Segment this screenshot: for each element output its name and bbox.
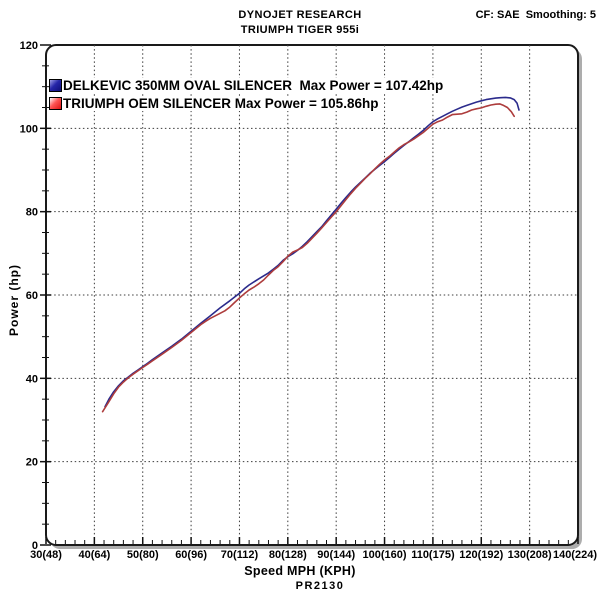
y-tick-label-60: 60 bbox=[26, 290, 38, 302]
x-tick-label-110: 110(175) bbox=[411, 549, 455, 561]
oem-curve bbox=[101, 103, 516, 413]
x-tick-label-70: 70(112) bbox=[221, 549, 259, 561]
chart-legend: DELKEVIC 350MM OVAL SILENCER Max Power =… bbox=[49, 78, 447, 114]
y-axis-title: Power (hp) bbox=[7, 264, 21, 336]
run-code: PR2130 bbox=[295, 580, 345, 592]
x-tick-label-30: 30(48) bbox=[30, 549, 62, 561]
x-tick-label-90: 90(144) bbox=[317, 549, 355, 561]
oem-legend-label: TRIUMPH OEM SILENCER Max Power = 105.86h… bbox=[62, 96, 382, 111]
x-tick-label-140: 140(224) bbox=[553, 549, 597, 561]
y-tick-label-0: 0 bbox=[32, 540, 38, 552]
legend-row-delkevic: DELKEVIC 350MM OVAL SILENCER Max Power =… bbox=[49, 78, 447, 93]
report-subtitle: TRIUMPH TIGER 955i bbox=[240, 24, 360, 36]
x-axis-title: Speed MPH (KPH) bbox=[244, 564, 356, 578]
delkevic-legend-label: DELKEVIC 350MM OVAL SILENCER Max Power =… bbox=[62, 78, 447, 93]
correction-smoothing-info: CF: SAE Smoothing: 5 bbox=[475, 9, 596, 21]
report-title: DYNOJET RESEARCH bbox=[238, 9, 362, 21]
y-tick-label-20: 20 bbox=[26, 457, 38, 469]
delkevic-series-swatch bbox=[49, 79, 62, 92]
legend-row-oem: TRIUMPH OEM SILENCER Max Power = 105.86h… bbox=[49, 96, 446, 111]
x-tick-label-60: 60(96) bbox=[175, 549, 207, 561]
y-tick-label-80: 80 bbox=[26, 207, 38, 219]
x-tick-label-40: 40(64) bbox=[78, 549, 110, 561]
report-header: DYNOJET RESEARCH TRIUMPH TIGER 955i bbox=[0, 8, 600, 38]
x-tick-label-100: 100(160) bbox=[363, 549, 407, 561]
x-tick-label-50: 50(80) bbox=[127, 549, 159, 561]
x-tick-label-130: 130(208) bbox=[508, 549, 552, 561]
delkevic-curve bbox=[104, 96, 520, 408]
x-tick-label-120: 120(192) bbox=[459, 549, 503, 561]
y-tick-label-40: 40 bbox=[26, 373, 38, 385]
oem-series-swatch bbox=[49, 97, 62, 110]
x-tick-label-80: 80(128) bbox=[269, 549, 307, 561]
y-tick-label-120: 120 bbox=[20, 40, 38, 52]
y-tick-label-100: 100 bbox=[20, 123, 38, 135]
